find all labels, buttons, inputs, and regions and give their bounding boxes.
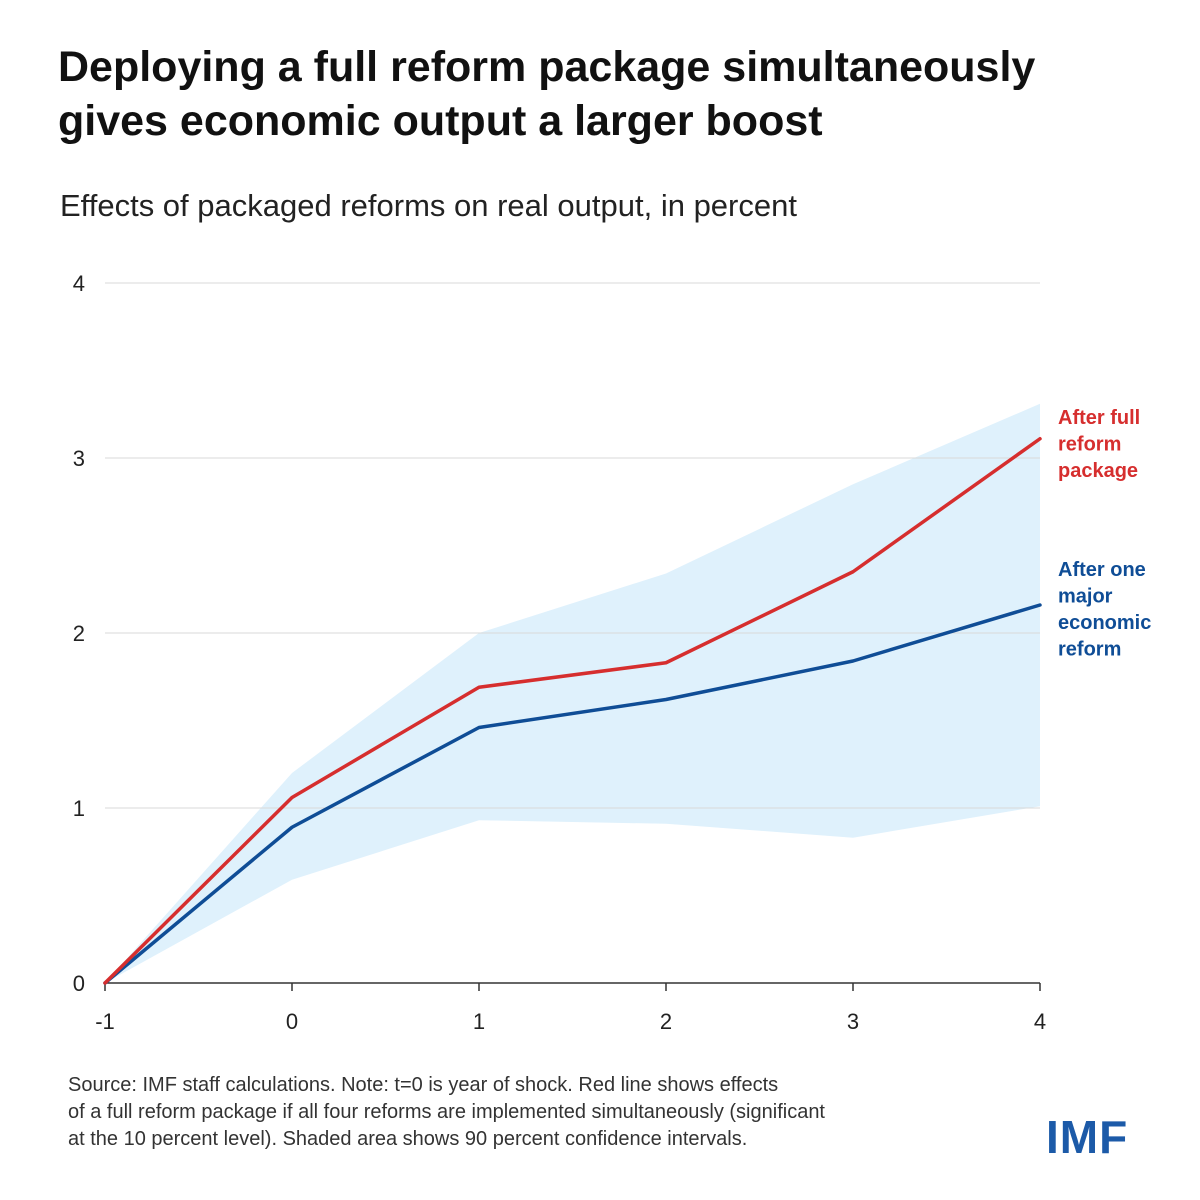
series-label-1-line-1: major: [1058, 586, 1113, 608]
x-axis: -1 0 1 2 3 4: [95, 982, 1046, 1034]
chart-title: Deploying a full reform package simultan…: [58, 40, 1158, 148]
y-tick-label-3: 3: [73, 446, 85, 471]
series-label-0-line-0: After full: [1058, 407, 1140, 429]
x-tick-label-4: 3: [847, 1009, 859, 1034]
chart-title-line-1: Deploying a full reform package simultan…: [58, 43, 1036, 91]
series-label-1-line-0: After one: [1058, 559, 1146, 581]
y-tick-label-4: 4: [73, 271, 85, 296]
series-label-1-line-2: economic: [1058, 612, 1151, 634]
x-tick-label-5: 4: [1034, 1009, 1046, 1034]
confidence-band-layer: [105, 403, 1040, 983]
series-line-1: [103, 603, 1042, 985]
series-line-0: [103, 437, 1042, 985]
series-label-1: After one major economic reform: [1058, 559, 1151, 661]
x-tick-label-1: 0: [286, 1009, 298, 1034]
series-labels: After full reform package After one major eco…: [1058, 407, 1151, 661]
chart-subtitle: Effects of packaged reforms on real outp…: [60, 188, 797, 223]
y-tick-label-1: 1: [73, 796, 85, 821]
gridlines: 0 1 2 3 4: [73, 271, 1040, 996]
x-tick-label-2: 1: [473, 1009, 485, 1034]
source-note-line-3: at the 10 percent level). Shaded area sh…: [68, 1128, 748, 1150]
x-tick-label-0: -1: [95, 1009, 115, 1034]
series-label-0-line-2: package: [1058, 460, 1138, 482]
series-label-0: After full reform package: [1058, 407, 1140, 482]
chart-title-line-2: gives economic output a larger boost: [58, 97, 823, 145]
imf-logo: IMF: [1046, 1111, 1129, 1163]
source-note-line-2: of a full reform package if all four ref…: [68, 1101, 825, 1123]
x-tick-label-3: 2: [660, 1009, 672, 1034]
y-tick-label-2: 2: [73, 621, 85, 646]
series-lines: [103, 437, 1042, 985]
series-label-0-line-1: reform: [1058, 434, 1121, 456]
series-label-1-line-3: reform: [1058, 639, 1121, 661]
y-tick-label-0: 0: [73, 971, 85, 996]
source-note: Source: IMF staff calculations. Note: t=…: [68, 1072, 1028, 1153]
confidence-band: [105, 403, 1040, 983]
source-note-line-1: Source: IMF staff calculations. Note: t=…: [68, 1074, 779, 1096]
